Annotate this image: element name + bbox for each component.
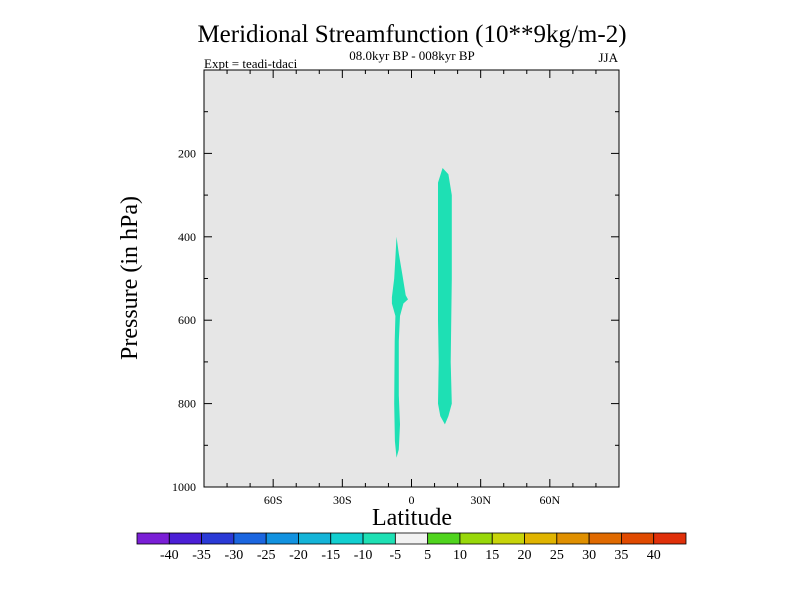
colorbar-box xyxy=(653,532,687,545)
y-tick-label: 800 xyxy=(178,397,196,411)
colorbar-label: 25 xyxy=(550,548,564,563)
experiment-label: Expt = teadi-tdaci xyxy=(204,56,298,71)
x-axis-label: Latitude xyxy=(372,505,452,531)
plot-area xyxy=(204,70,619,487)
y-axis-label: Pressure (in hPa) xyxy=(117,196,143,360)
shaded-region-northern-cell xyxy=(438,168,452,425)
colorbar-label: -40 xyxy=(160,548,179,563)
chart-title: Meridional Streamfunction (10**9kg/m-2) xyxy=(197,21,626,48)
colorbar-label: 10 xyxy=(453,548,467,563)
colorbar-box xyxy=(491,532,525,545)
colorbar-box xyxy=(330,532,364,545)
colorbar-box xyxy=(168,532,202,545)
colorbar-label: -5 xyxy=(390,548,402,563)
colorbar-box xyxy=(556,532,590,545)
y-tick-label: 400 xyxy=(178,230,196,244)
axis-ticks xyxy=(204,70,619,487)
shaded-region-equatorial-thin-cell xyxy=(391,236,408,458)
colorbar-label: 20 xyxy=(518,548,532,563)
colorbar-labels: -40 -35 -30 -25 -20 -15 -10 -5 5 10 15 20 25 30 35 40 xyxy=(160,548,661,563)
colorbar-box xyxy=(621,532,655,545)
colorbar-box xyxy=(394,532,429,545)
x-tick-labels: 60S 30S 0 30N 60N xyxy=(264,493,561,507)
shaded-regions xyxy=(391,168,452,458)
colorbar-box xyxy=(459,532,493,545)
colorbar-label: -25 xyxy=(257,548,276,563)
x-tick-label: 0 xyxy=(409,493,415,507)
colorbar-label: 5 xyxy=(424,548,431,563)
x-tick-label: 30S xyxy=(333,493,352,507)
colorbar-box xyxy=(233,532,267,545)
colorbar-box xyxy=(298,532,332,545)
colorbar-label: -30 xyxy=(225,548,244,563)
colorbar-label: -35 xyxy=(192,548,211,563)
colorbar-box xyxy=(427,532,461,545)
x-tick-label: 30N xyxy=(470,493,491,507)
colorbar-box xyxy=(201,532,235,545)
colorbar-label: 40 xyxy=(647,548,661,563)
colorbar-label: -20 xyxy=(289,548,308,563)
colorbar-box xyxy=(588,532,622,545)
chart-subtitle: 08.0kyr BP - 008kyr BP xyxy=(349,48,475,63)
colorbar-label: 30 xyxy=(582,548,596,563)
x-tick-label: 60N xyxy=(539,493,560,507)
colorbar-label: -15 xyxy=(321,548,340,563)
colorbar-label: 15 xyxy=(485,548,499,563)
colorbar-box xyxy=(136,532,170,545)
x-tick-label: 60S xyxy=(264,493,283,507)
colorbar xyxy=(136,532,687,545)
colorbar-label: 35 xyxy=(614,548,628,563)
y-tick-label: 600 xyxy=(178,313,196,327)
colorbar-box xyxy=(265,532,299,545)
y-tick-label: 1000 xyxy=(172,480,196,494)
y-tick-labels: 200 400 600 800 1000 xyxy=(172,146,196,494)
colorbar-label: -10 xyxy=(354,548,373,563)
colorbar-box xyxy=(524,532,558,545)
colorbar-box xyxy=(362,532,396,545)
y-tick-label: 200 xyxy=(178,146,196,160)
season-label: JJA xyxy=(598,50,618,65)
